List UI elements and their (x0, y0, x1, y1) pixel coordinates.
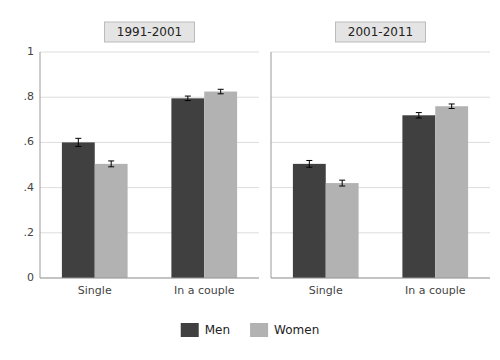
error-bar (449, 104, 455, 109)
error-stem (78, 138, 79, 146)
legend: Men Women (181, 323, 320, 338)
y-tick-label: .8 (24, 90, 35, 103)
grid-line (271, 278, 490, 279)
grid-line (271, 97, 490, 98)
plot-area (271, 52, 490, 278)
error-cap (416, 112, 422, 113)
x-tick-label: Single (78, 284, 112, 297)
panel-title: 2001-2011 (348, 25, 413, 39)
y-tick-label: .6 (24, 135, 35, 148)
error-bar (218, 89, 224, 94)
grid-line (40, 52, 259, 53)
error-cap (185, 96, 191, 97)
y-tick-label: 1 (27, 45, 34, 58)
marks (293, 104, 468, 278)
y-axis-line (40, 52, 41, 278)
grid-line (40, 278, 259, 279)
error-cap (185, 100, 191, 101)
error-cap (306, 160, 312, 161)
bar (204, 92, 237, 278)
error-stem (111, 161, 112, 167)
error-stem (342, 180, 343, 186)
x-tick-label: In a couple (174, 284, 235, 297)
bar (62, 142, 95, 278)
legend-label: Women (274, 323, 319, 337)
grid-line (271, 52, 490, 53)
y-axis-line (271, 52, 272, 278)
error-cap (339, 180, 345, 181)
error-stem (220, 89, 221, 94)
plot-area (40, 52, 259, 278)
chart-container: 0 .2 .4 .6 .8 1 Single In a couple 1991-2001 Sing… (0, 0, 500, 360)
marks (62, 89, 237, 278)
error-cap (339, 186, 345, 187)
panel-title: 1991-2001 (117, 25, 182, 39)
bar (402, 115, 435, 278)
error-stem (451, 104, 452, 109)
error-bar (306, 160, 312, 167)
error-bar (185, 96, 191, 101)
x-axis-line (271, 278, 490, 279)
bar (293, 164, 326, 278)
legend-swatch (181, 323, 199, 337)
error-cap (449, 108, 455, 109)
x-axis-line (40, 278, 259, 279)
error-cap (75, 146, 81, 147)
bar (171, 98, 204, 278)
error-cap (218, 89, 224, 90)
error-cap (416, 117, 422, 118)
x-tick-label: Single (309, 284, 343, 297)
title-box (105, 22, 195, 42)
legend-label: Men (205, 323, 230, 337)
y-tick-label: .4 (24, 181, 35, 194)
bar (326, 183, 359, 278)
error-cap (75, 138, 81, 139)
title-box (336, 22, 426, 42)
error-bar (339, 180, 345, 186)
error-cap (449, 103, 455, 104)
bar (435, 106, 468, 278)
panel: Single In a couple 2001-2011 (271, 22, 490, 297)
bar (95, 164, 128, 278)
chart-svg: 0 .2 .4 .6 .8 1 Single In a couple 1991-2001 Sing… (0, 0, 500, 360)
legend-swatch (250, 323, 268, 337)
x-tick-label: In a couple (405, 284, 466, 297)
error-stem (309, 160, 310, 167)
y-tick-label: .2 (24, 226, 35, 239)
error-cap (306, 167, 312, 168)
error-cap (218, 93, 224, 94)
error-cap (108, 166, 114, 167)
error-bar (416, 113, 422, 118)
error-stem (418, 113, 419, 118)
error-stem (187, 96, 188, 101)
error-bar (108, 161, 114, 167)
panel: 0 .2 .4 .6 .8 1 Single In a couple 1991-2001 (24, 22, 260, 297)
y-tick-label: 0 (27, 271, 34, 284)
error-bar (75, 138, 81, 146)
error-cap (108, 160, 114, 161)
